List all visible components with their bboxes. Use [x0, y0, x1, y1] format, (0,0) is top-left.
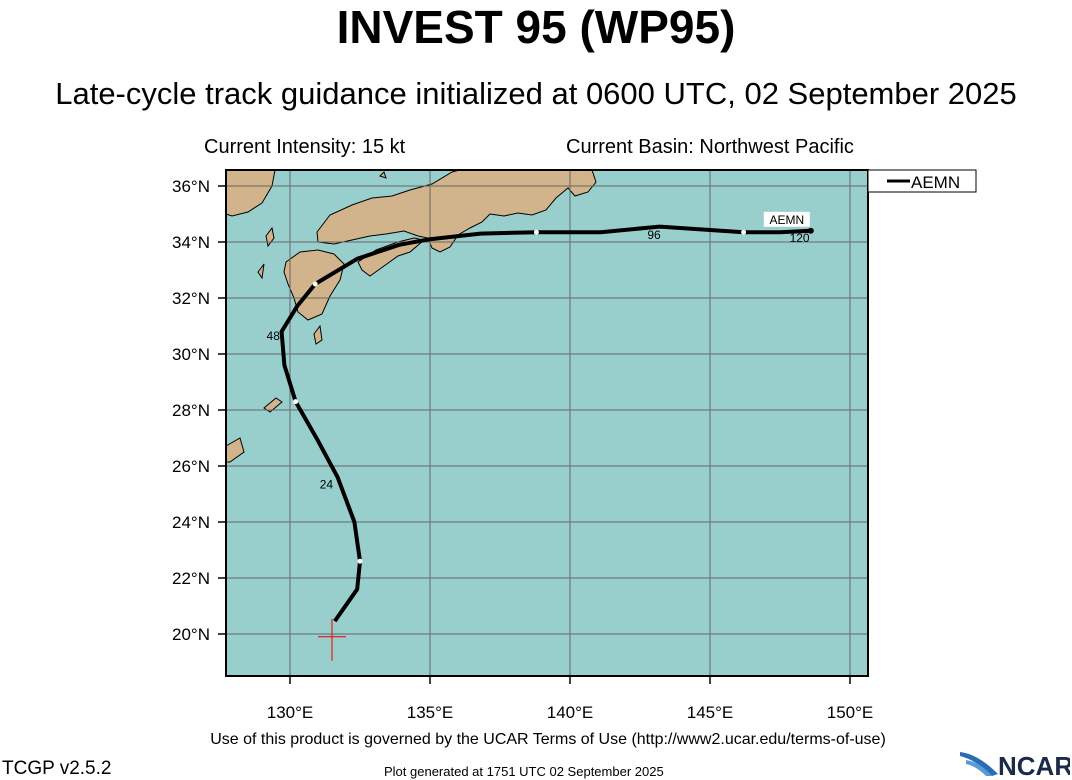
version: TCGP v2.5.2 — [2, 758, 112, 779]
forecast-hour-label: 24 — [320, 477, 334, 491]
forecast-hour-label: 96 — [647, 228, 661, 242]
subtitle: Late-cycle track guidance initialized at… — [55, 76, 1017, 111]
track-marker — [312, 281, 318, 287]
x-tick-label: 140°E — [547, 703, 594, 722]
end-label-box — [763, 211, 810, 227]
x-tick-label: 130°E — [267, 703, 314, 722]
end-label: AEMN — [769, 213, 804, 227]
track-marker — [741, 229, 747, 235]
legend-box — [867, 169, 977, 193]
y-tick-label: 20°N — [172, 625, 210, 644]
forecast-hour-label: 120 — [790, 231, 810, 245]
y-tick-label: 34°N — [172, 233, 210, 252]
track-marker — [533, 229, 539, 235]
ocean — [226, 170, 868, 676]
x-tick-label: 135°E — [407, 703, 454, 722]
generated-time: Plot generated at 1751 UTC 02 September … — [384, 764, 664, 779]
y-tick-label: 36°N — [172, 177, 210, 196]
svg-text:NCAR: NCAR — [998, 751, 1070, 778]
y-tick-label: 26°N — [172, 457, 210, 476]
forecast-hour-label: 48 — [267, 329, 281, 343]
y-tick-label: 22°N — [172, 569, 210, 588]
land — [225, 169, 597, 463]
current-basin: Current Basin: Northwest Pacific — [566, 136, 854, 158]
current-intensity: Current Intensity: 15 kt — [204, 136, 406, 158]
track-marker — [293, 399, 299, 405]
track-end-point — [807, 227, 814, 234]
terms-of-use: Use of this product is governed by the U… — [210, 731, 886, 748]
legend-label-aemn: AEMN — [911, 173, 960, 192]
page-title: INVEST 95 (WP95) — [336, 1, 736, 53]
ncar-logo: NCAR — [960, 751, 1070, 778]
y-tick-label: 32°N — [172, 289, 210, 308]
y-tick-label: 30°N — [172, 345, 210, 364]
map-frame — [225, 169, 869, 677]
y-tick-label: 28°N — [172, 401, 210, 420]
y-tick-label: 24°N — [172, 513, 210, 532]
x-tick-label: 145°E — [687, 703, 734, 722]
legend: AEMN — [867, 169, 977, 193]
track-marker — [357, 558, 363, 564]
x-tick-label: 150°E — [827, 703, 874, 722]
